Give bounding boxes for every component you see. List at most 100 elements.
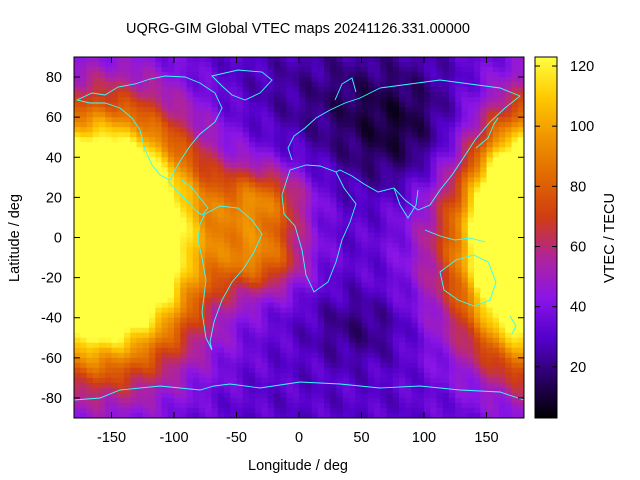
- heatmap-cell: [292, 72, 300, 78]
- heatmap-cell: [361, 347, 369, 354]
- heatmap-cell: [211, 262, 219, 269]
- heatmap-cell: [274, 287, 281, 294]
- heatmap-cell: [236, 297, 244, 304]
- heatmap-cell: [480, 307, 488, 314]
- heatmap-cell: [167, 187, 175, 193]
- heatmap-cell: [436, 277, 444, 284]
- heatmap-cell: [492, 92, 500, 98]
- heatmap-cell: [180, 177, 188, 183]
- heatmap-cell: [367, 167, 375, 173]
- heatmap-cell: [505, 337, 513, 344]
- heatmap-cell: [236, 127, 244, 133]
- heatmap-cell: [467, 117, 475, 123]
- heatmap-cell: [361, 97, 369, 103]
- heatmap-cell: [124, 327, 131, 334]
- heatmap-cell: [392, 377, 400, 384]
- heatmap-cell: [499, 282, 506, 289]
- heatmap-cell: [86, 187, 94, 193]
- heatmap-cell: [317, 392, 325, 399]
- heatmap-cell: [317, 192, 325, 198]
- heatmap-cell: [367, 137, 375, 143]
- heatmap-cell: [130, 92, 138, 98]
- heatmap-cell: [80, 157, 88, 163]
- heatmap-cell: [305, 372, 313, 379]
- heatmap-cell: [461, 322, 469, 329]
- heatmap-cell: [74, 282, 81, 289]
- heatmap-cell: [211, 302, 219, 309]
- heatmap-cell: [449, 362, 456, 369]
- heatmap-cell: [486, 192, 494, 198]
- heatmap-cell: [492, 67, 500, 73]
- heatmap-cell: [142, 282, 150, 289]
- heatmap-cell: [280, 327, 288, 334]
- heatmap-cell: [486, 217, 494, 224]
- heatmap-cell: [305, 147, 313, 153]
- heatmap-cell: [230, 107, 238, 113]
- heatmap-cell: [392, 337, 400, 344]
- heatmap-cell: [261, 57, 269, 63]
- heatmap-cell: [167, 82, 175, 88]
- heatmap-cell: [424, 362, 431, 369]
- heatmap-cell: [480, 317, 488, 324]
- heatmap-cell: [230, 357, 238, 364]
- heatmap-cell: [167, 322, 175, 329]
- heatmap-cell: [392, 162, 400, 168]
- heatmap-cell: [467, 107, 475, 113]
- heatmap-cell: [442, 227, 450, 234]
- heatmap-cell: [249, 342, 256, 349]
- heatmap-cell: [80, 117, 88, 123]
- heatmap-cell: [230, 267, 238, 274]
- heatmap-cell: [199, 197, 206, 203]
- heatmap-cell: [142, 132, 150, 138]
- heatmap-cell: [324, 322, 331, 329]
- heatmap-cell: [274, 217, 281, 224]
- heatmap-cell: [305, 317, 313, 324]
- heatmap-cell: [399, 297, 406, 304]
- heatmap-cell: [155, 357, 163, 364]
- heatmap-cell: [455, 147, 463, 153]
- heatmap-cell: [436, 292, 444, 299]
- heatmap-cell: [455, 392, 463, 399]
- heatmap-cell: [105, 122, 113, 128]
- heatmap-cell: [99, 327, 106, 334]
- heatmap-cell: [255, 327, 263, 334]
- heatmap-cell: [124, 57, 131, 63]
- heatmap-cell: [211, 127, 219, 133]
- heatmap-cell: [336, 182, 344, 188]
- heatmap-cell: [355, 347, 363, 354]
- heatmap-cell: [430, 122, 438, 128]
- heatmap-cell: [517, 202, 524, 209]
- heatmap-cell: [305, 267, 313, 274]
- heatmap-cell: [111, 302, 119, 309]
- heatmap-cell: [480, 217, 488, 224]
- heatmap-cell: [467, 112, 475, 118]
- heatmap-cell: [186, 67, 194, 73]
- heatmap-cell: [242, 317, 250, 324]
- heatmap-cell: [499, 102, 506, 108]
- heatmap-cell: [424, 202, 431, 209]
- heatmap-cell: [399, 237, 406, 244]
- heatmap-cell: [199, 92, 206, 98]
- heatmap-cell: [292, 332, 300, 339]
- heatmap-cell: [336, 187, 344, 193]
- heatmap-cell: [230, 57, 238, 63]
- heatmap-cell: [492, 262, 500, 269]
- heatmap-cell: [255, 247, 263, 254]
- heatmap-cell: [74, 172, 81, 178]
- heatmap-cell: [505, 192, 513, 198]
- heatmap-cell: [130, 397, 138, 404]
- heatmap-cell: [286, 172, 294, 178]
- heatmap-cell: [211, 132, 219, 138]
- heatmap-cell: [480, 232, 488, 239]
- heatmap-cell: [355, 122, 363, 128]
- heatmap-cell: [386, 292, 394, 299]
- heatmap-cell: [74, 57, 81, 63]
- heatmap-cell: [99, 97, 106, 103]
- heatmap-cell: [349, 362, 356, 369]
- heatmap-cell: [399, 92, 406, 98]
- heatmap-cell: [242, 237, 250, 244]
- heatmap-cell: [180, 162, 188, 168]
- heatmap-cell: [499, 67, 506, 73]
- heatmap-cell: [417, 292, 425, 299]
- heatmap-cell: [249, 297, 256, 304]
